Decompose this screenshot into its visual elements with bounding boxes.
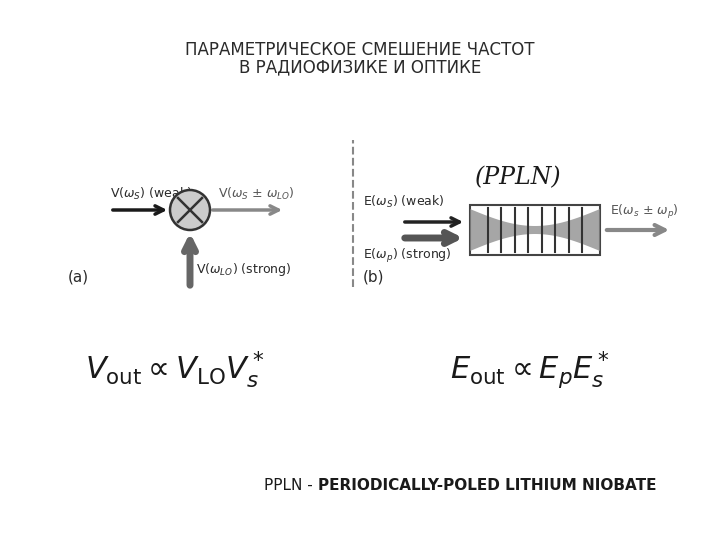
Text: $E_{\rm out} \propto E_p E_s^*$: $E_{\rm out} \propto E_p E_s^*$ (450, 349, 610, 391)
Text: (b): (b) (363, 269, 384, 285)
Text: (a): (a) (68, 269, 89, 285)
Text: E($\omega_s$ ± $\omega_p$): E($\omega_s$ ± $\omega_p$) (610, 203, 679, 221)
Circle shape (170, 190, 210, 230)
Text: E($\omega_p$) (strong): E($\omega_p$) (strong) (363, 247, 451, 265)
Text: V($\omega_{LO}$) (strong): V($\omega_{LO}$) (strong) (196, 261, 292, 279)
Text: В РАДИОФИЗИКЕ И ОПТИКЕ: В РАДИОФИЗИКЕ И ОПТИКЕ (239, 58, 481, 76)
Text: E($\omega_S$) (weak): E($\omega_S$) (weak) (363, 194, 444, 210)
Text: (PPLN): (PPLN) (475, 166, 562, 190)
Text: $V_{\rm out} \propto V_{\rm LO}V_s^*$: $V_{\rm out} \propto V_{\rm LO}V_s^*$ (85, 349, 265, 390)
Text: PERIODICALLY-POLED LITHIUM NIOBATE: PERIODICALLY-POLED LITHIUM NIOBATE (318, 477, 657, 492)
Bar (470, 205, 600, 255)
Text: V($\omega_S$ ± $\omega_{LO}$): V($\omega_S$ ± $\omega_{LO}$) (218, 186, 294, 202)
Text: PPLN -: PPLN - (264, 477, 318, 492)
Polygon shape (470, 209, 600, 251)
Text: V($\omega_S$) (weak): V($\omega_S$) (weak) (110, 186, 192, 202)
Text: ПАРАМЕТРИЧЕСКОЕ СМЕШЕНИЕ ЧАСТОТ: ПАРАМЕТРИЧЕСКОЕ СМЕШЕНИЕ ЧАСТОТ (185, 41, 535, 59)
